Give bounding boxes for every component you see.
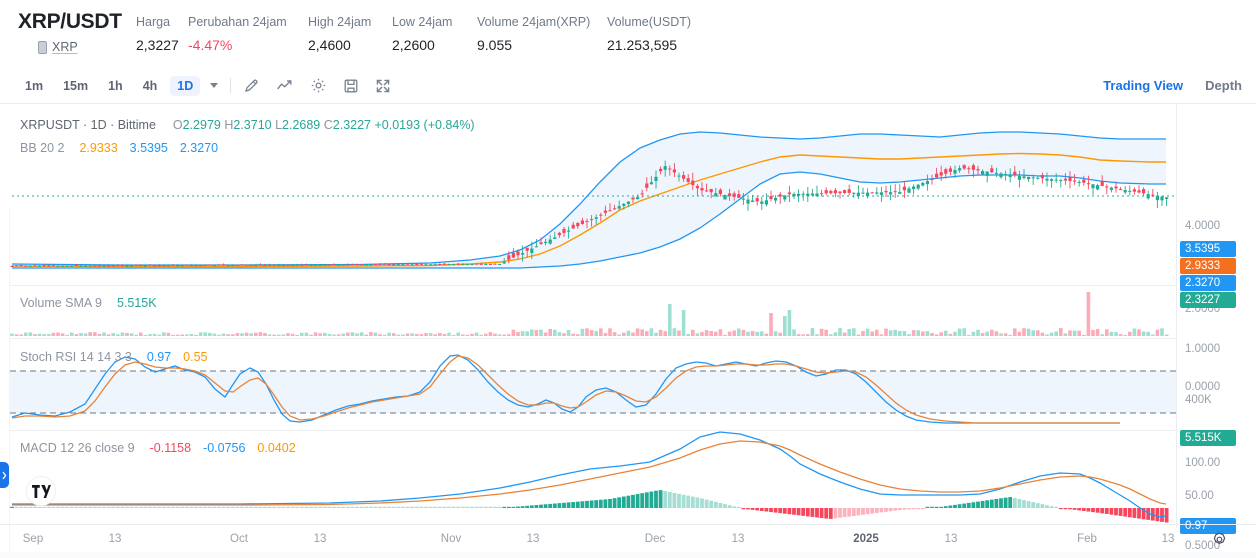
stat-low-24jam: Low 24jam 2,2600 — [392, 14, 477, 56]
symbol-sub: XRP — [18, 40, 136, 54]
time-axis-tick: Feb — [1077, 533, 1097, 545]
stat-volume-24jam-xrp: Volume 24jam(XRP) 9.055 — [477, 14, 607, 56]
stoch-axis-tick: 50.00 — [1185, 490, 1214, 502]
stat-label: Low 24jam — [392, 15, 453, 29]
price-axis-badge[interactable]: 2.9333 — [1180, 258, 1236, 274]
stat-high-24jam: High 24jam 2,4600 — [308, 14, 392, 56]
time-axis-tick: Dec — [644, 533, 666, 545]
time-axis-tick: 13 — [1161, 533, 1175, 545]
volume-axis-tick: 400K — [1185, 394, 1212, 406]
view-tab-depth[interactable]: Depth — [1205, 78, 1242, 93]
stat-value: 21.253,595 — [607, 37, 678, 53]
market-header: XRP/USDT XRP Harga 2,3227 Perubahan 24jam -… — [0, 0, 1256, 64]
save-icon[interactable] — [343, 78, 359, 94]
view-tabs: Trading View Depth — [1081, 78, 1242, 93]
symbol-pair: XRP/USDT — [18, 10, 122, 33]
price-axis-separator — [1176, 104, 1177, 528]
time-axis-tick: 13 — [944, 533, 958, 545]
volume-axis-badge[interactable]: 5.515K — [1180, 430, 1236, 446]
chart-canvas-area[interactable]: XRPUSDT · 1D · Bittime O2.2979 H2.3710 L… — [0, 104, 1256, 558]
time-axis-tick: Oct — [230, 533, 248, 545]
price-axis-tick: 4.0000 — [1185, 220, 1221, 232]
pane-separator-volume — [10, 338, 1176, 339]
pane-separator-price — [10, 285, 1176, 286]
pane-separator-stoch — [10, 430, 1176, 431]
stat-perubahan-24jam: Perubahan 24jam -4.47% — [188, 14, 308, 56]
stat-label: High 24jam — [308, 15, 372, 29]
timeframe-1h[interactable]: 1h — [108, 78, 123, 93]
price-axis-tick: 0.0000 — [1185, 381, 1221, 393]
view-tab-trading-view[interactable]: Trading View — [1103, 78, 1184, 93]
stat-label: Volume 24jam(XRP) — [477, 15, 591, 29]
macd-axis-tick: 0.5000 — [1185, 540, 1221, 552]
time-axis-tick: 13 — [731, 533, 745, 545]
price-axis-tick: 1.0000 — [1185, 343, 1221, 355]
time-axis-tick: 13 — [526, 533, 540, 545]
timeframe-1D[interactable]: 1D — [170, 75, 201, 96]
gear-icon[interactable] — [310, 77, 327, 94]
stat-value: 2,2600 — [392, 37, 435, 53]
symbol-block: XRP/USDT XRP — [18, 8, 136, 54]
time-axis-tick: Sep — [22, 533, 44, 545]
market-stats: Harga 2,3227 Perubahan 24jam -4.47% High 24j… — [136, 8, 717, 56]
volume-bars — [10, 292, 1169, 336]
stat-label: Harga — [136, 15, 171, 29]
price-axis-badge[interactable]: 2.3227 — [1180, 292, 1236, 308]
chevron-down-icon[interactable] — [210, 83, 219, 88]
chevron-right-icon — [2, 471, 7, 479]
time-axis-tick: 2025 — [853, 533, 879, 545]
chart-graphics — [10, 131, 1176, 523]
fullscreen-icon[interactable] — [375, 78, 391, 94]
bottom-strip — [0, 552, 1256, 558]
tradingview-logo-icon — [31, 484, 51, 498]
stat-label: Volume(USDT) — [607, 15, 692, 29]
stat-volume-usdt: Volume(USDT) 21.253,595 — [607, 14, 717, 56]
stat-label: Perubahan 24jam — [188, 15, 287, 29]
tradingview-logo[interactable] — [26, 476, 56, 506]
price-axis-badge[interactable]: 2.3270 — [1180, 275, 1236, 291]
coin-icon — [38, 40, 47, 54]
stoch-axis-badge[interactable]: 0.97 — [1180, 518, 1236, 534]
sidebar-collapse-handle[interactable] — [0, 462, 9, 488]
chart-toolbar: 1m 15m 1h 4h 1D — [0, 68, 1256, 104]
time-axis-tick: Nov — [440, 533, 462, 545]
time-axis-gear-icon[interactable] — [1211, 531, 1228, 548]
timeframe-group: 1m 15m 1h 4h 1D — [18, 75, 206, 96]
timeframe-15m[interactable]: 15m — [63, 78, 89, 93]
candlesticks — [10, 160, 1169, 268]
stat-value: 9.055 — [477, 37, 513, 53]
macd-graphics — [10, 431, 1169, 523]
stat-value: -4.47% — [188, 37, 233, 53]
timeframe-1m[interactable]: 1m — [25, 78, 44, 93]
coin-name[interactable]: XRP — [52, 40, 78, 54]
stat-harga: Harga 2,3227 — [136, 14, 188, 56]
toolbar-divider — [230, 78, 232, 93]
line-chart-icon[interactable] — [276, 77, 294, 94]
time-axis-tick: 13 — [313, 533, 327, 545]
stat-value: 2,4600 — [308, 37, 351, 53]
price-pane-graphics — [11, 131, 1176, 269]
left-rail — [0, 208, 10, 558]
time-axis[interactable]: Sep 13 Oct 13 Nov 13 Dec 13 2025 13 Feb 13 — [0, 524, 1256, 558]
price-axis-badge[interactable]: 3.5395 — [1180, 241, 1236, 257]
stoch-axis-tick: 100.00 — [1185, 457, 1221, 469]
pencil-icon[interactable] — [243, 77, 260, 94]
time-axis-tick: 13 — [108, 533, 122, 545]
stoch-rsi-graphics — [10, 354, 1176, 424]
stat-value: 2,3227 — [136, 37, 179, 53]
timeframe-4h[interactable]: 4h — [142, 78, 158, 93]
